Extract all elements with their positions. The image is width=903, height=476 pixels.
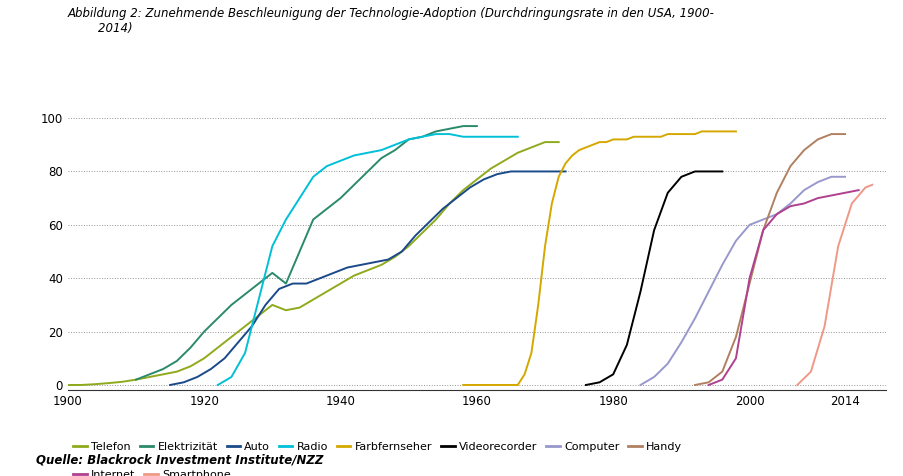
Text: Quelle: Blackrock Investment Institute/NZZ: Quelle: Blackrock Investment Institute/N… <box>36 454 323 466</box>
Legend: Internet, Smartphone: Internet, Smartphone <box>73 470 230 476</box>
Text: Abbildung 2: Zunehmende Beschleunigung der Technologie-Adoption (Durchdringungsr: Abbildung 2: Zunehmende Beschleunigung d… <box>68 7 714 35</box>
